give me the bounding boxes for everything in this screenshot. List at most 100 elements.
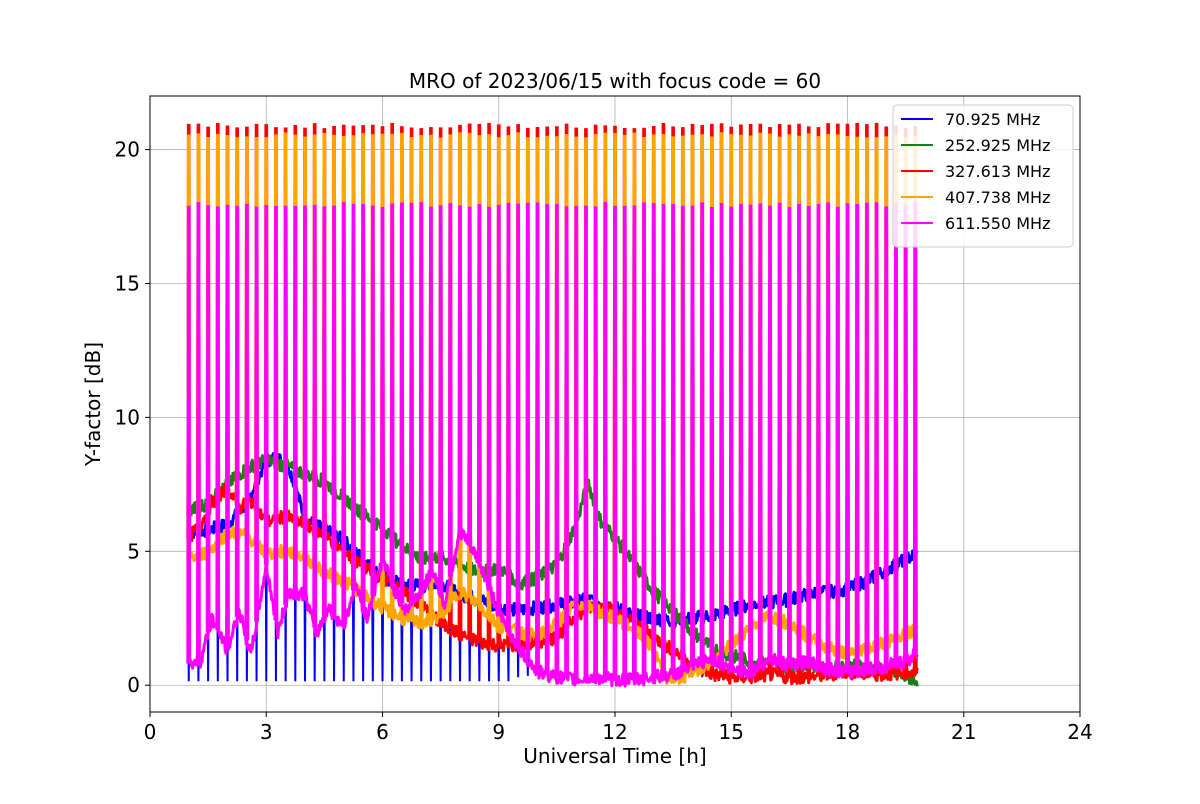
calibration-pulse [515,203,521,648]
calibration-pulse [854,204,860,671]
calibration-pulse [825,202,831,670]
calibration-pulse [786,207,792,667]
calibration-pulse [680,205,686,671]
y-tick-label: 20 [115,138,140,162]
calibration-pulse [845,203,850,672]
calibration-pulse [612,205,618,680]
series-lines [186,122,919,688]
calibration-pulse [903,204,909,662]
y-tick-label: 10 [115,405,140,429]
calibration-pulse [457,205,463,530]
calibration-pulse [370,205,376,597]
calibration-pulse [476,204,482,563]
series-line [187,526,919,688]
calibration-pulse [389,203,395,584]
calibration-pulse [535,202,540,672]
calibration-pulse [699,202,705,663]
calibration-pulse [757,203,763,666]
calibration-pulse [874,202,879,668]
calibration-pulse [186,205,192,664]
x-tick-label: 9 [492,720,505,744]
x-tick-label: 15 [719,720,744,744]
calibration-pulse [738,204,744,671]
calibration-pulse [670,203,676,675]
legend-entry: 70.925 MHz [945,110,1040,129]
calibration-pulse [215,206,221,631]
calibration-pulse [486,206,492,588]
legend-entry: 252.925 MHz [945,136,1050,155]
calibration-pulse [205,205,211,633]
calibration-pulse [321,206,327,617]
legend-entry: 611.550 MHz [945,214,1050,233]
calibration-pulse [447,203,453,577]
calibration-pulse [631,205,637,680]
calibration-pulse [418,202,424,592]
calibration-pulse [583,205,589,679]
calibration-pulse [467,206,473,546]
calibration-pulse [331,205,337,615]
x-axis-label: Universal Time [h] [523,744,706,768]
calibration-pulse [835,206,841,671]
calibration-pulse [893,202,899,664]
calibration-pulse [254,206,259,622]
calibration-pulse [554,203,560,678]
calibration-pulse [912,202,918,655]
calibration-pulse [651,203,657,678]
calibration-pulse [312,204,318,628]
calibration-pulse [409,202,414,604]
series-line [187,481,919,686]
calibration-pulse [728,206,734,670]
calibration-pulse [690,205,695,667]
series-line [187,525,919,685]
calibration-pulse [360,203,366,607]
y-tick-label: 15 [115,271,140,295]
axis-ticks: 0 3 6 9 12 15 18 21 24 0 5 10 15 20 [115,138,1093,744]
calibration-pulse [225,204,230,651]
calibration-pulse [244,203,250,641]
calibration-pulse [438,205,444,594]
x-tick-label: 3 [260,720,273,744]
calibration-pulse [544,204,550,675]
calibration-pulse [883,206,889,667]
calibration-pulse [816,204,821,666]
calibration-pulse [641,202,647,679]
calibration-pulse [748,204,754,672]
calibration-pulse [602,201,608,679]
calibration-pulse [399,202,405,604]
legend: 70.925 MHz 252.925 MHz 327.613 MHz 407.738 … [892,104,1074,248]
legend-entry: 327.613 MHz [945,162,1050,181]
calibration-pulse [506,202,511,631]
x-tick-label: 6 [376,720,389,744]
calibration-pulse [525,202,531,660]
calibration-pulse [719,203,724,664]
calibration-pulse [341,202,347,627]
x-tick-label: 0 [144,720,157,744]
calibration-pulse [564,206,569,679]
calibration-pulse [573,206,579,680]
y-tick-label: 5 [127,539,140,563]
calibration-pulse [428,206,434,574]
calibration-pulse [380,206,385,560]
calibration-pulse [302,205,308,595]
calibration-pulse [796,204,802,664]
calibration-pulse [622,206,628,680]
calibration-pulse [292,205,298,593]
x-tick-label: 18 [835,720,860,744]
calibration-pulse [273,206,279,621]
y-axis-label: Y-factor [dB] [81,342,105,467]
x-tick-label: 21 [951,720,976,744]
calibration-pulse [806,206,812,662]
calibration-pulse [234,205,240,617]
calibration-pulse [496,204,502,613]
x-tick-label: 24 [1067,720,1092,744]
calibration-pulse [263,205,269,565]
calibration-pulse [767,205,773,659]
calibration-pulse [196,202,201,662]
calibration-pulse [351,203,356,591]
calibration-pulse [777,202,783,663]
calibration-pulse [709,206,715,659]
legend-entry: 407.738 MHz [945,188,1050,207]
legend-box [892,104,1074,248]
calibration-pulse [283,205,289,605]
x-tick-label: 12 [602,720,627,744]
